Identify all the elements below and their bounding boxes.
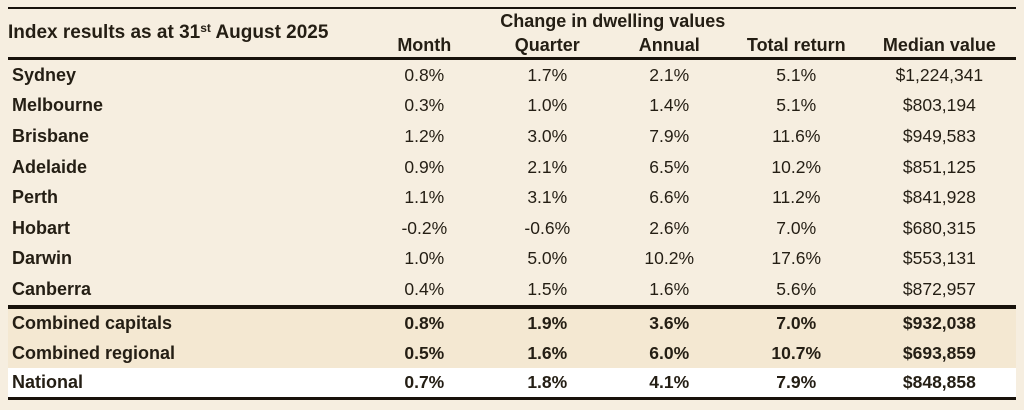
value-cell-annual: 6.6% [649, 187, 690, 208]
value-cell-total-return: 17.6% [771, 248, 822, 269]
value-cell-month: 0.9% [404, 156, 445, 177]
value-cell-total-return: 7.0% [776, 217, 817, 238]
value-cell-quarter: 1.7% [527, 64, 568, 85]
region-label: Brisbane [12, 125, 90, 146]
value-cell-quarter: 1.5% [527, 278, 568, 299]
value-cell-quarter: 3.0% [527, 125, 568, 146]
title-suffix: August 2025 [210, 22, 329, 43]
value-cell-month: 0.4% [404, 278, 445, 299]
value-cell-month: -0.2% [401, 217, 448, 238]
region-label: Adelaide [12, 156, 88, 177]
region-label: Perth [12, 187, 59, 208]
value-cell-total-return: 10.7% [771, 342, 822, 363]
value-cell-total-return: 5.6% [776, 278, 817, 299]
table-title: Index results as at 31st August 2025 [8, 8, 363, 59]
value-cell-total-return: 10.2% [771, 156, 822, 177]
region-label: Darwin [12, 248, 73, 269]
table-row-darwin: Darwin 1.0% 5.0% 10.2% 17.6% $553,131 [8, 244, 1016, 275]
region-label: Combined capitals [12, 313, 173, 333]
column-header-annual: Annual [638, 34, 700, 55]
table-row-national: National 0.7% 1.8% 4.1% 7.9% $848,858 [8, 367, 1016, 399]
group-header-row: Index results as at 31st August 2025 Cha… [8, 8, 1016, 44]
value-cell-month: 0.8% [404, 313, 445, 333]
value-cell-annual: 6.5% [649, 156, 690, 177]
value-cell-median: $1,224,341 [895, 64, 984, 85]
value-cell-annual: 1.4% [649, 95, 690, 116]
value-cell-month: 0.7% [404, 372, 445, 392]
column-header-total-return: Total return [746, 34, 846, 55]
region-label: Hobart [12, 217, 70, 238]
value-cell-total-return: 11.2% [772, 187, 821, 208]
table-row-combined-capitals: Combined capitals 0.8% 1.9% 3.6% 7.0% $9… [8, 306, 1016, 339]
region-label: Combined regional [12, 342, 176, 363]
table-body: Sydney 0.8% 1.7% 2.1% 5.1% $1,224,341 Me… [8, 59, 1016, 399]
column-header-quarter: Quarter [514, 34, 580, 55]
value-cell-month: 1.1% [404, 187, 445, 208]
value-cell-median: $803,194 [902, 95, 976, 116]
value-cell-median: $680,315 [902, 217, 976, 238]
value-cell-quarter: 1.9% [527, 313, 568, 333]
column-header-median-value: Median value [882, 34, 996, 55]
value-cell-total-return: 7.0% [776, 313, 817, 333]
value-cell-median: $841,928 [902, 187, 976, 208]
table-header: Index results as at 31st August 2025 Cha… [8, 8, 1016, 59]
value-cell-annual: 7.9% [649, 125, 690, 146]
value-cell-median: $932,038 [902, 313, 976, 333]
title-superscript: st [200, 21, 211, 35]
value-cell-quarter: 3.1% [527, 187, 568, 208]
value-cell-annual: 2.1% [649, 64, 690, 85]
value-cell-median: $693,859 [902, 342, 976, 363]
table-row-adelaide: Adelaide 0.9% 2.1% 6.5% 10.2% $851,125 [8, 152, 1016, 183]
value-cell-annual: 6.0% [649, 342, 690, 363]
region-label: Sydney [12, 64, 77, 85]
value-cell-quarter: 1.6% [527, 342, 568, 363]
value-cell-annual: 4.1% [649, 372, 690, 392]
value-cell-median: $851,125 [902, 156, 976, 177]
table-row-canberra: Canberra 0.4% 1.5% 1.6% 5.6% $872,957 [8, 274, 1016, 307]
value-cell-total-return: 5.1% [776, 95, 817, 116]
value-cell-quarter: 5.0% [527, 248, 568, 269]
table-row-sydney: Sydney 0.8% 1.7% 2.1% 5.1% $1,224,341 [8, 59, 1016, 91]
group-header-spacer [863, 8, 1016, 33]
table-row-melbourne: Melbourne 0.3% 1.0% 1.4% 5.1% $803,194 [8, 91, 1016, 122]
table-row-hobart: Hobart -0.2% -0.6% 2.6% 7.0% $680,315 [8, 213, 1016, 244]
value-cell-annual: 10.2% [644, 248, 695, 269]
value-cell-month: 0.3% [404, 95, 445, 116]
value-cell-quarter: 1.8% [527, 372, 568, 392]
value-cell-median: $872,957 [902, 278, 976, 299]
value-cell-median: $848,858 [902, 372, 976, 392]
value-cell-quarter: -0.6% [524, 217, 571, 238]
region-label: Melbourne [12, 95, 104, 116]
value-cell-total-return: 7.9% [776, 372, 817, 392]
title-prefix: Index results as at 31 [8, 22, 201, 43]
value-cell-quarter: 2.1% [527, 156, 568, 177]
value-cell-quarter: 1.0% [527, 95, 568, 116]
value-cell-median: $949,583 [902, 125, 976, 146]
value-cell-annual: 2.6% [649, 217, 690, 238]
value-cell-total-return: 11.6% [772, 125, 821, 146]
value-cell-month: 0.5% [404, 342, 445, 363]
column-header-month: Month [397, 34, 452, 55]
region-label: Canberra [12, 278, 92, 299]
table-row-brisbane: Brisbane 1.2% 3.0% 7.9% 11.6% $949,583 [8, 121, 1016, 152]
dwelling-values-table: Index results as at 31st August 2025 Cha… [8, 7, 1016, 401]
value-cell-month: 1.0% [404, 248, 445, 269]
value-cell-annual: 1.6% [649, 278, 690, 299]
value-cell-total-return: 5.1% [776, 64, 817, 85]
table-row-perth: Perth 1.1% 3.1% 6.6% 11.2% $841,928 [8, 182, 1016, 213]
value-cell-month: 1.2% [404, 125, 445, 146]
region-label: National [12, 372, 84, 392]
value-cell-annual: 3.6% [649, 313, 690, 333]
table-row-combined-regional: Combined regional 0.5% 1.6% 6.0% 10.7% $… [8, 338, 1016, 368]
group-header-label: Change in dwelling values [500, 10, 726, 31]
column-header-row: Month Quarter Annual Total return Median… [8, 33, 1016, 59]
value-cell-month: 0.8% [404, 64, 445, 85]
value-cell-median: $553,131 [902, 248, 976, 269]
